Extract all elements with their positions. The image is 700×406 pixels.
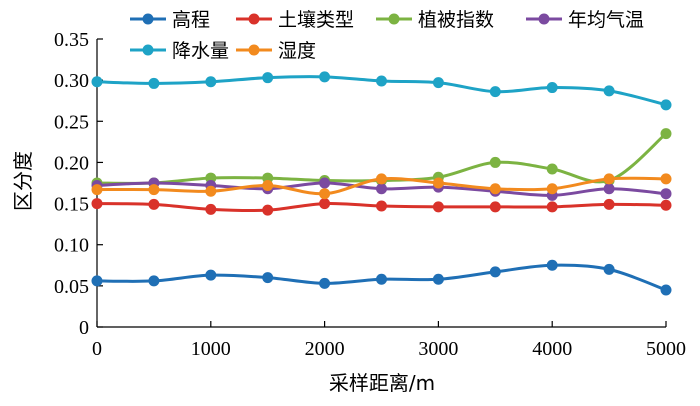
data-point [603,183,615,195]
data-point [660,173,672,185]
data-point [148,198,160,210]
x-axis-title: 采样距离/m [329,371,435,395]
data-point [319,198,331,210]
data-point [205,185,217,197]
x-tick-label: 1000 [191,338,231,360]
legend-swatch-marker [142,13,154,25]
series-6 [91,173,672,200]
data-point [262,179,274,191]
data-point [376,173,387,185]
data-point [91,198,103,210]
y-tick-label: 0.30 [54,70,89,92]
data-point [546,163,558,175]
data-point [148,184,160,196]
legend-item-1: 高程 [130,9,210,31]
legend-label: 降水量 [172,40,229,62]
legend-label: 植被指数 [418,9,494,31]
y-tick-label: 0.10 [54,235,89,257]
data-point [546,201,558,213]
data-point [660,128,672,140]
data-point [432,201,444,213]
data-point [148,275,160,287]
legend-swatch-marker [388,13,400,25]
series-5 [91,71,672,111]
series-2 [91,198,672,216]
data-point [546,183,558,195]
y-tick-label: 0.25 [54,111,89,133]
series-1 [91,259,672,296]
data-point [205,269,217,281]
data-point [376,75,387,87]
data-point [91,184,103,196]
x-tick-label: 2000 [305,338,345,360]
data-point [319,277,331,289]
data-point [262,72,274,84]
data-point [546,259,558,271]
data-point [432,273,444,285]
y-tick-label: 0.35 [54,29,89,51]
data-point [91,76,103,88]
x-tick-label: 5000 [646,338,686,360]
data-point [489,201,501,213]
data-point [660,284,672,296]
data-point [262,272,274,284]
data-point [660,188,672,200]
axes: 0 0.05 0.10 0.15 0.20 0.25 0.30 0.35 0 1000 2000 30… [54,29,686,360]
legend-swatch-marker [248,44,260,56]
data-point [319,188,331,200]
legend-label: 高程 [172,9,210,31]
x-tick-label: 4000 [532,338,572,360]
data-point [603,263,615,275]
legend-item-3: 植被指数 [376,9,494,31]
legend-item-4: 年均气温 [526,9,644,31]
data-point [489,183,501,195]
legend-item-2: 土壤类型 [236,9,354,31]
legend-swatch-marker [248,13,260,25]
data-point [489,156,501,168]
x-tick-label: 3000 [418,338,458,360]
data-point [319,177,331,189]
data-point [262,204,274,216]
data-point [489,266,501,278]
data-point [432,177,444,189]
legend-swatch-marker [538,13,550,25]
data-point [376,200,387,212]
data-point [91,275,103,287]
legend-item-6: 湿度 [236,40,316,62]
legend-swatch-marker [142,44,154,56]
data-point [205,203,217,215]
data-point [603,173,615,185]
legend-label: 年均气温 [568,9,644,31]
series-layer [91,71,672,296]
data-point [376,273,387,285]
data-point [603,198,615,210]
y-tick-label: 0 [79,317,89,339]
y-tick-label: 0.20 [54,152,89,174]
data-point [376,183,387,195]
data-point [660,199,672,211]
data-point [546,82,558,94]
legend-label: 湿度 [278,40,316,62]
data-point [148,77,160,89]
legend-label: 土壤类型 [278,9,354,31]
legend-item-5: 降水量 [130,40,229,62]
x-tick-label: 0 [92,338,102,360]
data-point [603,85,615,97]
data-point [205,76,217,88]
data-point [319,71,331,83]
y-tick-label: 0.15 [54,194,89,216]
y-axis-title: 区分度 [11,151,35,211]
data-point [660,99,672,111]
data-point [432,77,444,89]
data-point [489,86,501,98]
y-tick-label: 0.05 [54,276,89,298]
